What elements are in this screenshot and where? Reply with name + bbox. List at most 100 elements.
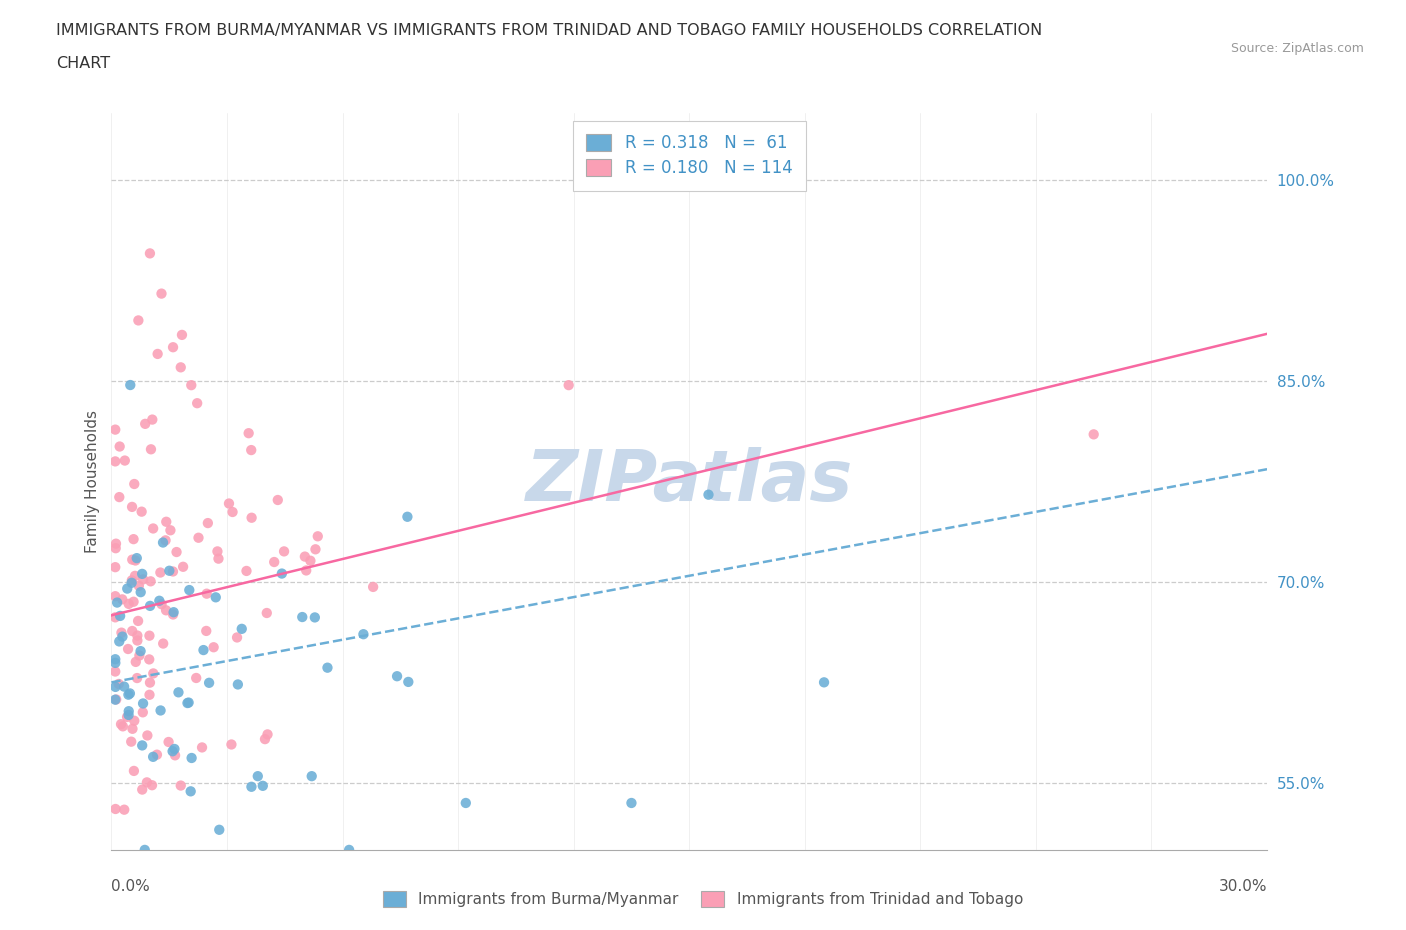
Point <box>142 666 165 681</box>
Point <box>256 605 278 620</box>
Point <box>127 614 149 629</box>
Point <box>142 521 165 536</box>
Point <box>132 696 155 711</box>
Point <box>253 732 276 747</box>
Point <box>121 499 143 514</box>
Point <box>191 740 214 755</box>
Point <box>149 565 172 580</box>
Point <box>112 803 135 817</box>
Point <box>136 728 159 743</box>
Point <box>150 286 173 301</box>
Point <box>104 664 127 679</box>
Point <box>128 648 150 663</box>
Point <box>110 717 132 732</box>
Point <box>131 504 153 519</box>
Text: IMMIGRANTS FROM BURMA/MYANMAR VS IMMIGRANTS FROM TRINIDAD AND TOBAGO FAMILY HOUS: IMMIGRANTS FROM BURMA/MYANMAR VS IMMIGRA… <box>56 23 1042 38</box>
Point <box>129 585 152 600</box>
Point <box>134 417 156 432</box>
Point <box>124 476 146 491</box>
Point <box>165 748 187 763</box>
Point <box>127 628 149 643</box>
Point <box>207 551 229 566</box>
Point <box>146 347 169 362</box>
Y-axis label: Family Households: Family Households <box>86 410 100 552</box>
Point <box>396 674 419 689</box>
Point <box>132 572 155 587</box>
Point <box>193 643 215 658</box>
Point <box>291 609 314 624</box>
Point <box>107 676 129 691</box>
Point <box>167 684 190 699</box>
Point <box>138 687 160 702</box>
Point <box>221 505 243 520</box>
Point <box>139 598 162 613</box>
Point <box>202 640 225 655</box>
Point <box>104 652 127 667</box>
Point <box>304 542 326 557</box>
Point <box>108 439 131 454</box>
Point <box>198 675 221 690</box>
Point <box>620 795 643 810</box>
Point <box>385 669 408 684</box>
Point <box>127 671 149 685</box>
Point <box>180 751 202 765</box>
Point <box>117 708 139 723</box>
Point <box>129 644 152 658</box>
Point <box>124 553 146 568</box>
Point <box>120 734 142 749</box>
Point <box>110 625 132 640</box>
Point <box>157 564 180 578</box>
Point <box>207 544 229 559</box>
Point <box>352 627 374 642</box>
Point <box>294 549 316 564</box>
Point <box>108 490 131 505</box>
Point <box>104 589 127 604</box>
Point <box>124 713 146 728</box>
Point <box>121 624 143 639</box>
Point <box>120 378 142 392</box>
Point <box>122 594 145 609</box>
Point <box>114 453 136 468</box>
Point <box>195 586 218 601</box>
Point <box>117 642 139 657</box>
Point <box>218 496 240 511</box>
Point <box>187 530 209 545</box>
Point <box>139 246 162 260</box>
Point <box>235 564 257 578</box>
Point <box>115 710 138 724</box>
Point <box>104 537 127 551</box>
Point <box>152 636 174 651</box>
Point <box>204 590 226 604</box>
Point <box>104 680 127 695</box>
Point <box>240 443 263 458</box>
Point <box>697 487 720 502</box>
Point <box>139 442 162 457</box>
Point <box>299 553 322 568</box>
Point <box>240 511 263 525</box>
Point <box>454 795 477 810</box>
Text: 30.0%: 30.0% <box>1219 880 1267 895</box>
Point <box>197 515 219 530</box>
Point <box>162 607 184 622</box>
Point <box>127 633 149 648</box>
Point <box>131 566 153 581</box>
Point <box>177 695 200 710</box>
Text: CHART: CHART <box>56 56 110 71</box>
Point <box>172 559 194 574</box>
Point <box>166 545 188 560</box>
Point <box>221 737 243 752</box>
Point <box>180 784 202 799</box>
Point <box>121 573 143 588</box>
Point <box>337 843 360 857</box>
Point <box>162 565 184 579</box>
Point <box>155 603 177 618</box>
Point <box>162 744 184 759</box>
Point <box>105 595 128 610</box>
Point <box>111 591 134 606</box>
Legend: Immigrants from Burma/Myanmar, Immigrants from Trinidad and Tobago: Immigrants from Burma/Myanmar, Immigrant… <box>377 884 1029 913</box>
Point <box>108 608 131 623</box>
Point <box>132 705 155 720</box>
Point <box>267 493 290 508</box>
Point <box>176 696 198 711</box>
Point <box>157 735 180 750</box>
